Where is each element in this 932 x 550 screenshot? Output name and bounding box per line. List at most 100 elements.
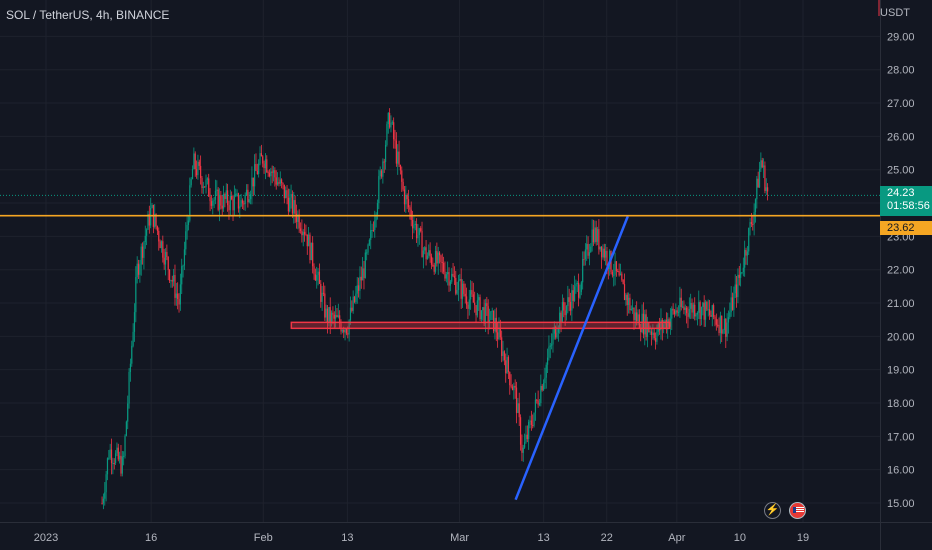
candle-body bbox=[154, 213, 156, 227]
candle-body bbox=[119, 455, 121, 460]
candle-body bbox=[117, 447, 119, 460]
candle-body bbox=[141, 246, 144, 258]
candle-body bbox=[603, 248, 605, 258]
candle-body bbox=[575, 283, 577, 287]
candle-body bbox=[251, 177, 253, 195]
candle-body bbox=[721, 315, 723, 334]
candle-body bbox=[548, 346, 550, 358]
candle-body bbox=[330, 312, 333, 323]
y-tick-label: 26.00 bbox=[887, 131, 915, 143]
candle-body bbox=[201, 177, 203, 189]
candle-body bbox=[518, 403, 520, 418]
candle-body bbox=[233, 196, 235, 211]
symbol-title[interactable]: SOL / TetherUS, 4h, BINANCE bbox=[6, 8, 170, 22]
candle-body bbox=[173, 275, 175, 282]
candle-body bbox=[402, 181, 404, 190]
candle-body bbox=[306, 234, 308, 247]
candle-body bbox=[615, 261, 618, 272]
candle-body bbox=[254, 164, 256, 187]
candle-body bbox=[634, 312, 636, 321]
candle-body bbox=[322, 292, 325, 294]
candle-body bbox=[704, 301, 707, 320]
candle-body bbox=[464, 293, 466, 297]
candle-body bbox=[135, 276, 137, 313]
candle-body bbox=[359, 276, 361, 291]
candle-body bbox=[271, 171, 273, 173]
candle-body bbox=[676, 310, 678, 313]
candle-body bbox=[449, 281, 451, 286]
candle-body bbox=[700, 306, 703, 320]
candle-body bbox=[598, 229, 600, 250]
candle-body bbox=[434, 251, 437, 272]
candle-body bbox=[606, 251, 608, 266]
candle-body bbox=[652, 332, 654, 335]
candle-body bbox=[730, 297, 732, 313]
candle-body bbox=[553, 326, 555, 334]
candle-body bbox=[185, 231, 187, 250]
candle-body bbox=[437, 252, 439, 264]
candle-body bbox=[661, 319, 663, 329]
candle-body bbox=[360, 276, 362, 281]
candle-body bbox=[222, 194, 225, 209]
candle-body bbox=[595, 227, 597, 242]
candle-body bbox=[677, 311, 680, 313]
candle-body bbox=[757, 178, 759, 188]
candle-body bbox=[155, 213, 157, 227]
candle-body bbox=[645, 314, 647, 337]
candle-body bbox=[384, 144, 387, 162]
candle-body bbox=[247, 189, 249, 203]
us-flag-icon[interactable] bbox=[789, 502, 806, 519]
candle-body bbox=[200, 165, 202, 178]
candle-body bbox=[282, 183, 284, 185]
candle-body bbox=[133, 312, 136, 332]
candle-body bbox=[371, 229, 373, 231]
candle-body bbox=[262, 156, 264, 164]
candle-body bbox=[729, 312, 731, 318]
candle-body bbox=[212, 200, 214, 206]
candle-body bbox=[471, 290, 473, 295]
candle-body bbox=[453, 275, 456, 278]
candle-body bbox=[363, 268, 365, 278]
candle-body bbox=[274, 170, 276, 178]
candle-body bbox=[750, 222, 753, 225]
candle-body bbox=[229, 195, 231, 211]
candle-body bbox=[121, 456, 123, 474]
candle-body bbox=[561, 302, 564, 323]
candle-body bbox=[613, 274, 615, 276]
candle-body bbox=[231, 195, 233, 200]
x-tick-label: 19 bbox=[797, 532, 809, 544]
candle-body bbox=[541, 385, 543, 391]
candle-body bbox=[366, 252, 368, 254]
candle-body bbox=[534, 399, 537, 413]
candle-body bbox=[283, 184, 285, 199]
candle-body bbox=[189, 185, 191, 221]
y-tick-label: 17.00 bbox=[887, 431, 915, 443]
candle-body bbox=[644, 314, 646, 335]
candle-body bbox=[762, 165, 765, 168]
candle-body bbox=[436, 251, 438, 264]
candle-body bbox=[289, 197, 291, 212]
candle-body bbox=[582, 258, 584, 283]
candle-body bbox=[472, 294, 474, 303]
candle-body bbox=[337, 315, 339, 318]
level-price-tag[interactable]: 23.62 bbox=[880, 221, 932, 235]
candle-body bbox=[345, 328, 348, 334]
candle-body bbox=[665, 320, 667, 330]
candle-body bbox=[584, 249, 586, 260]
currency-label[interactable]: USDT bbox=[880, 7, 910, 19]
candle-body bbox=[237, 193, 240, 209]
candle-body bbox=[555, 326, 557, 338]
candle-body bbox=[224, 194, 226, 199]
candle-body bbox=[491, 310, 493, 312]
y-tick-label: 16.00 bbox=[887, 465, 915, 477]
candle-body bbox=[753, 212, 755, 225]
candle-body bbox=[698, 302, 700, 313]
candle-body bbox=[353, 296, 356, 302]
candle-body bbox=[131, 345, 133, 364]
candle-body bbox=[733, 293, 735, 310]
candle-body bbox=[120, 455, 122, 474]
lightning-icon[interactable]: ⚡ bbox=[764, 502, 781, 519]
candle-body bbox=[507, 357, 510, 373]
